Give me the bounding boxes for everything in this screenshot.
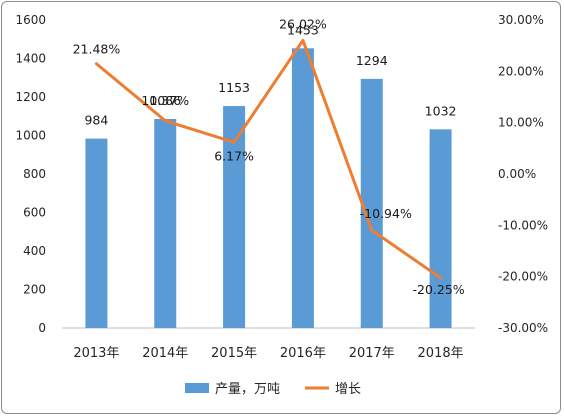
- left-axis-tick-label: 1600: [15, 13, 46, 27]
- bar: [429, 129, 452, 328]
- bar: [154, 118, 177, 328]
- line-data-label: 6.17%: [214, 148, 254, 163]
- line-data-label: 10.37%: [141, 93, 189, 108]
- left-axis-tick-label: 600: [23, 206, 46, 220]
- line-data-label: -20.25%: [412, 282, 464, 297]
- bar-data-label: 1086: [149, 93, 181, 108]
- bar: [85, 138, 108, 328]
- bar: [223, 106, 246, 328]
- legend-label-line: 增长: [335, 382, 361, 397]
- right-axis-tick-label: -20.00%: [498, 270, 548, 284]
- x-axis-tick-label: 2018年: [418, 346, 464, 361]
- left-axis-tick-label: 0: [38, 321, 46, 335]
- line-data-label: 26.02%: [279, 16, 327, 31]
- x-axis-tick-label: 2016年: [280, 346, 326, 361]
- bar-data-label: 1294: [356, 53, 388, 68]
- bar-data-label: 1032: [425, 103, 457, 118]
- bar: [291, 48, 314, 329]
- legend-label-bar: 产量，万吨: [215, 382, 280, 397]
- x-axis-tick-label: 2014年: [142, 346, 188, 361]
- x-axis-tick-label: 2017年: [349, 346, 395, 361]
- bar-data-label: 1453: [287, 22, 319, 37]
- x-axis-tick-label: 2015年: [211, 346, 257, 361]
- left-axis-tick-label: 1200: [15, 90, 46, 104]
- bar: [360, 78, 383, 328]
- right-axis-tick-label: 20.00%: [498, 64, 544, 78]
- right-axis-tick-label: 10.00%: [498, 116, 544, 130]
- left-axis-tick-label: 1400: [15, 52, 46, 66]
- x-axis-tick-label: 2013年: [73, 346, 119, 361]
- right-axis-tick-label: -10.00%: [498, 218, 548, 232]
- line-data-label: -10.94%: [360, 206, 412, 221]
- left-axis-tick-label: 200: [23, 283, 46, 297]
- right-axis-tick-label: 30.00%: [498, 13, 544, 27]
- line-data-label: 21.48%: [73, 42, 121, 57]
- left-axis-tick-label: 400: [23, 244, 46, 258]
- right-axis-tick-label: -30.00%: [498, 321, 548, 335]
- left-axis-tick-label: 800: [23, 167, 46, 181]
- growth-line: [94, 38, 443, 280]
- legend-swatch-bar: [185, 383, 209, 393]
- bar-data-label: 1153: [218, 80, 250, 95]
- bar-data-label: 984: [84, 113, 108, 128]
- left-axis-tick-label: 1000: [15, 129, 46, 143]
- right-axis-tick-label: 0.00%: [498, 167, 536, 181]
